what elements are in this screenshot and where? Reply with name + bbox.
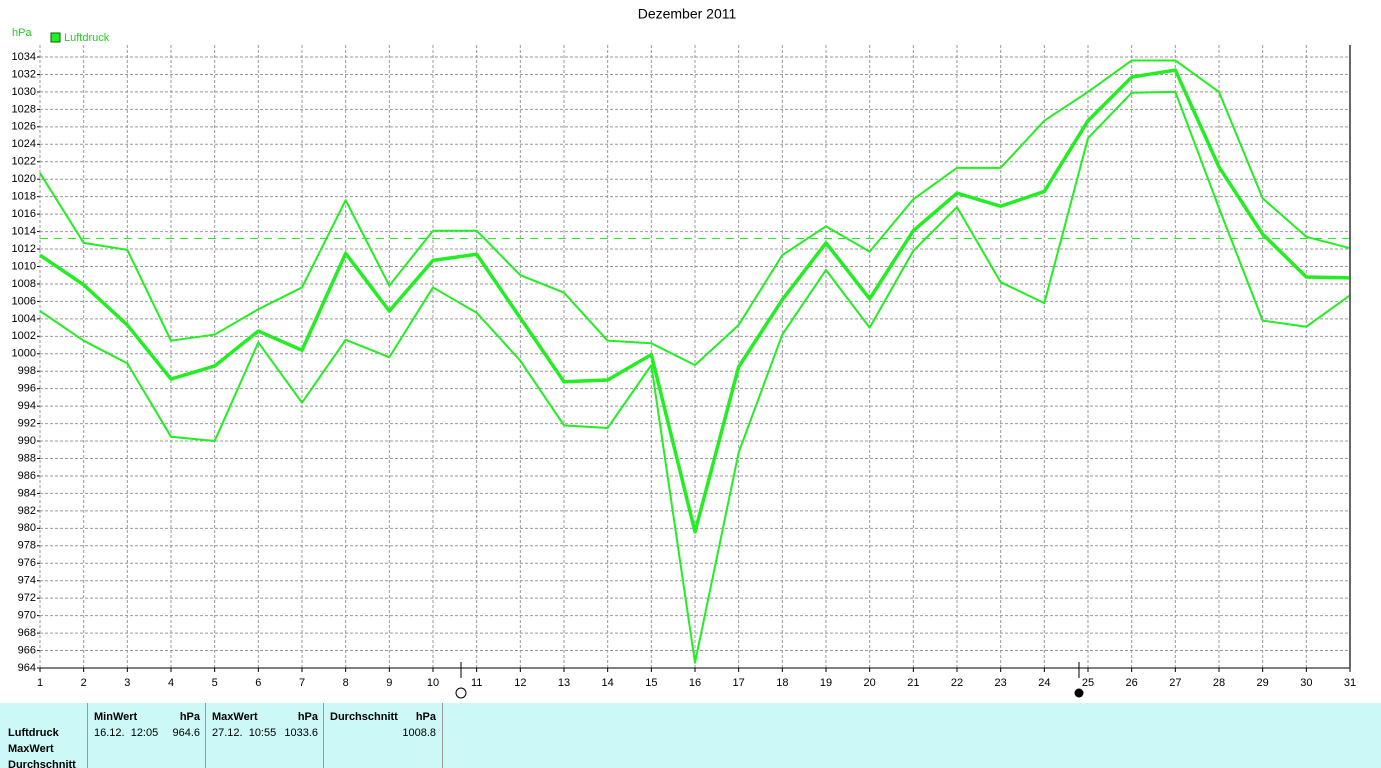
y-tick-label: 986 bbox=[18, 470, 36, 482]
x-tick-label: 30 bbox=[1300, 677, 1312, 689]
y-tick-label: 990 bbox=[18, 435, 36, 447]
row-label: MaxWert bbox=[8, 743, 54, 755]
y-tick-label: 1026 bbox=[12, 121, 36, 133]
x-tick-label: 15 bbox=[645, 677, 657, 689]
legend-swatch bbox=[50, 32, 61, 43]
y-tick-label: 996 bbox=[18, 383, 36, 395]
stat-header: MaxWert bbox=[212, 711, 258, 723]
chart-title: Dezember 2011 bbox=[638, 6, 737, 22]
y-tick-label: 1022 bbox=[12, 156, 36, 168]
stat-column: MaxWert hPa 27.12. 10:55 1033.6 bbox=[205, 703, 324, 768]
x-tick-label: 8 bbox=[343, 677, 349, 689]
y-tick-label: 1010 bbox=[12, 260, 36, 272]
y-tick-label: 1004 bbox=[12, 313, 36, 325]
stat-header: Durchschnitt bbox=[330, 711, 398, 723]
y-tick-label: 964 bbox=[18, 662, 36, 674]
x-tick-label: 31 bbox=[1344, 677, 1356, 689]
row-label: Durchschnitt bbox=[8, 759, 76, 768]
y-tick-label: 1014 bbox=[12, 225, 36, 237]
series-line bbox=[39, 59, 1351, 367]
x-tick-label: 26 bbox=[1126, 677, 1138, 689]
y-tick-label: 1000 bbox=[12, 348, 36, 360]
y-tick-label: 994 bbox=[18, 400, 36, 412]
x-tick-label: 13 bbox=[558, 677, 570, 689]
x-tick-label: 4 bbox=[168, 677, 174, 689]
y-tick-label: 970 bbox=[18, 610, 36, 622]
y-tick-label: 1012 bbox=[12, 243, 36, 255]
y-tick-label: 1016 bbox=[12, 208, 36, 220]
x-tick-label: 23 bbox=[995, 677, 1007, 689]
x-tick-label: 25 bbox=[1082, 677, 1094, 689]
stat-value: 1008.8 bbox=[402, 727, 436, 739]
x-tick-label: 16 bbox=[689, 677, 701, 689]
chart: 9649669689709729749769789809829849869889… bbox=[12, 6, 1356, 699]
legend-label: Luftdruck bbox=[64, 32, 110, 44]
y-tick-label: 982 bbox=[18, 505, 36, 517]
y-tick-label: 976 bbox=[18, 557, 36, 569]
x-tick-label: 24 bbox=[1038, 677, 1050, 689]
new-moon-icon bbox=[1074, 688, 1084, 698]
full-moon-icon bbox=[455, 687, 467, 699]
x-tick-label: 17 bbox=[733, 677, 745, 689]
x-tick-label: 20 bbox=[864, 677, 876, 689]
x-tick-label: 3 bbox=[124, 677, 130, 689]
x-tick-label: 9 bbox=[386, 677, 392, 689]
series-line bbox=[39, 68, 1351, 534]
x-tick-label: 5 bbox=[212, 677, 218, 689]
x-tick-label: 19 bbox=[820, 677, 832, 689]
x-tick-label: 21 bbox=[907, 677, 919, 689]
y-tick-label: 998 bbox=[18, 365, 36, 377]
x-tick-label: 27 bbox=[1169, 677, 1181, 689]
stat-header: MinWert bbox=[94, 711, 138, 723]
y-tick-label: 972 bbox=[18, 592, 36, 604]
y-tick-label: 984 bbox=[18, 487, 36, 499]
y-tick-label: 1034 bbox=[12, 51, 36, 63]
y-tick-label: 988 bbox=[18, 452, 36, 464]
stat-time: 16.12. 12:05 bbox=[94, 727, 159, 739]
x-tick-label: 6 bbox=[255, 677, 261, 689]
x-tick-label: 2 bbox=[81, 677, 87, 689]
y-unit: hPa bbox=[12, 27, 32, 39]
y-tick-label: 992 bbox=[18, 418, 36, 430]
x-tick-label: 10 bbox=[427, 677, 439, 689]
y-tick-label: 1008 bbox=[12, 278, 36, 290]
x-tick-label: 12 bbox=[514, 677, 526, 689]
x-tick-label: 1 bbox=[37, 677, 43, 689]
y-tick-label: 974 bbox=[18, 575, 36, 587]
stat-unit: hPa bbox=[179, 711, 200, 723]
x-tick-label: 18 bbox=[776, 677, 788, 689]
y-tick-label: 1006 bbox=[12, 295, 36, 307]
stat-value: 1033.6 bbox=[284, 727, 318, 739]
y-tick-label: 978 bbox=[18, 540, 36, 552]
y-tick-label: 966 bbox=[18, 644, 36, 656]
x-tick-label: 11 bbox=[471, 677, 482, 689]
x-tick-label: 14 bbox=[602, 677, 614, 689]
series-line bbox=[39, 90, 1351, 664]
y-tick-label: 968 bbox=[18, 627, 36, 639]
row-label: Luftdruck bbox=[8, 727, 59, 739]
x-tick-label: 7 bbox=[299, 677, 305, 689]
summary-panel: Luftdruck MaxWert Durchschnitt MinWert h… bbox=[0, 703, 1381, 768]
stat-column: Durchschnitt hPa 1008.8 bbox=[323, 703, 443, 768]
x-tick-label: 28 bbox=[1213, 677, 1225, 689]
y-tick-label: 1032 bbox=[12, 68, 36, 80]
y-tick-label: 1020 bbox=[12, 173, 36, 185]
y-tick-label: 1028 bbox=[12, 103, 36, 115]
x-tick-label: 29 bbox=[1257, 677, 1269, 689]
y-tick-label: 1018 bbox=[12, 191, 36, 203]
stat-column: MinWert hPa 16.12. 12:05 964.6 bbox=[87, 703, 206, 768]
y-tick-label: 1002 bbox=[12, 330, 36, 342]
y-tick-label: 980 bbox=[18, 522, 36, 534]
stat-value: 964.6 bbox=[172, 727, 200, 739]
y-tick-label: 1030 bbox=[12, 86, 36, 98]
x-tick-label: 22 bbox=[951, 677, 963, 689]
stat-unit: hPa bbox=[415, 711, 436, 723]
y-tick-label: 1024 bbox=[12, 138, 36, 150]
stat-time: 27.12. 10:55 bbox=[212, 727, 277, 739]
stat-unit: hPa bbox=[297, 711, 318, 723]
